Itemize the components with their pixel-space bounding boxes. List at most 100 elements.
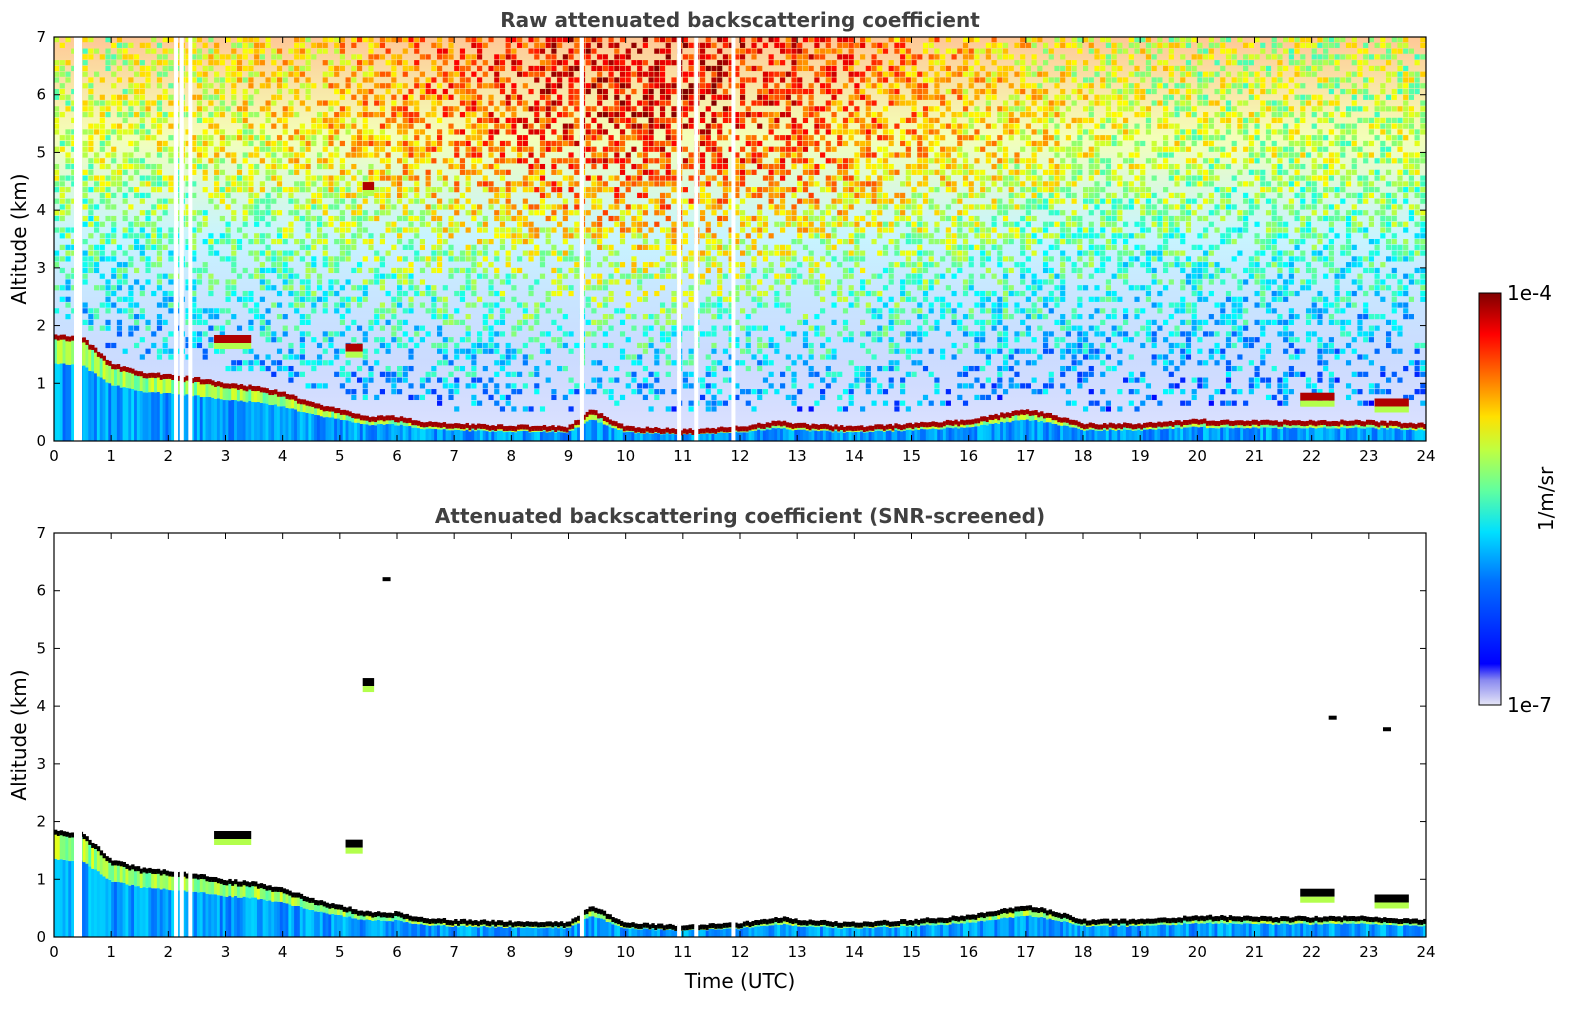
noise-cell [757,302,763,308]
noise-cell [151,117,157,123]
noise-cell [391,146,397,152]
noise-cell [865,302,871,308]
noise-cell [185,354,191,360]
noise-cell [397,239,403,245]
noise-cell [339,187,345,193]
noise-cell [854,83,860,89]
noise-cell [585,37,591,43]
noise-cell [65,302,71,308]
noise-cell [236,112,243,118]
noise-cell [780,169,786,175]
noise-cell [134,325,140,331]
noise-cell [522,204,528,210]
noise-cell [505,77,511,83]
noise-cell [236,239,243,245]
noise-cell [305,360,311,366]
noise-cell [248,94,254,100]
noise-cell [362,290,368,297]
noise-cell [122,94,128,100]
noise-cell [408,302,414,308]
noise-cell [214,348,220,354]
noise-cell [105,279,111,285]
noise-cell [488,394,494,401]
noise-cell [557,135,563,141]
noise-cell [322,175,328,181]
noise-cell [917,325,923,331]
noise-cell [905,37,911,43]
noise-cell [356,169,363,175]
noise-cell [156,152,163,158]
noise-cell [591,175,597,181]
noise-cell [419,88,426,95]
noise-cell [562,65,568,72]
noise-cell [477,331,483,337]
noise-cell [894,314,900,320]
noise-cell [408,244,414,250]
noise-cell [682,100,688,106]
noise-cell [791,267,797,274]
noise-cell [722,325,728,331]
noise-cell [871,65,877,72]
noise-cell [111,267,117,274]
noise-cell [757,88,763,95]
noise-cell [231,181,237,187]
noise-cell [265,146,271,152]
noise-cell [99,233,105,239]
noise-cell [791,158,797,164]
noise-cell [437,215,443,222]
noise-cell [888,129,894,135]
noise-cell [299,302,305,308]
noise-cell [717,296,723,302]
noise-cell [168,302,174,308]
noise-cell [842,83,849,89]
noise-cell [202,140,208,147]
noise-cell [465,60,471,66]
noise-cell [905,146,911,152]
noise-cell [557,37,563,43]
noise-cell [808,135,814,141]
noise-cell [116,163,123,170]
noise-cell [225,204,231,210]
noise-cell [757,94,763,100]
noise-cell [202,163,208,170]
noise-cell [511,146,517,152]
noise-cell [271,123,277,129]
noise-cell [242,175,248,181]
noise-cell [454,308,460,314]
noise-cell [339,158,345,164]
noise-cell [568,389,574,395]
noise-cell [848,267,854,274]
noise-cell [882,227,889,233]
noise-cell [574,204,580,210]
noise-cell [437,42,443,48]
noise-cell [780,187,786,193]
noise-cell [82,65,88,72]
noise-cell [494,389,500,395]
noise-cell [825,60,831,66]
noise-cell [808,221,814,227]
noise-cell [534,48,540,54]
noise-cell [648,88,654,95]
noise-cell [374,187,380,193]
noise-cell [545,377,551,383]
noise-cell [797,175,803,181]
noise-cell [814,37,820,43]
noise-cell [774,302,780,308]
noise-cell [111,215,117,222]
noise-cell [774,158,780,164]
noise-cell [54,250,60,256]
noise-cell [431,140,437,147]
noise-cell [762,360,769,366]
noise-cell [528,250,534,256]
noise-cell [568,233,574,239]
noise-cell [654,371,660,377]
noise-cell [688,117,694,123]
noise-cell [562,273,568,279]
noise-cell [608,135,614,141]
noise-cell [294,215,300,222]
noise-cell [625,48,631,54]
noise-cell [185,244,191,250]
noise-cell [802,210,809,216]
noise-cell [854,227,860,233]
noise-cell [437,244,443,250]
